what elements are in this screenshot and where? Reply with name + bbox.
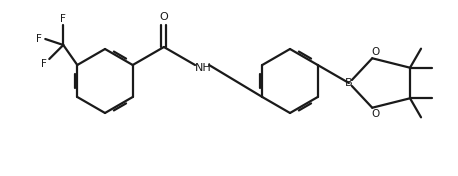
Text: O: O xyxy=(371,47,379,57)
Text: F: F xyxy=(60,14,66,24)
Text: B: B xyxy=(345,78,353,88)
Text: F: F xyxy=(41,59,47,69)
Text: O: O xyxy=(371,109,379,119)
Text: F: F xyxy=(36,34,42,44)
Text: NH: NH xyxy=(195,63,212,73)
Text: O: O xyxy=(159,12,168,22)
